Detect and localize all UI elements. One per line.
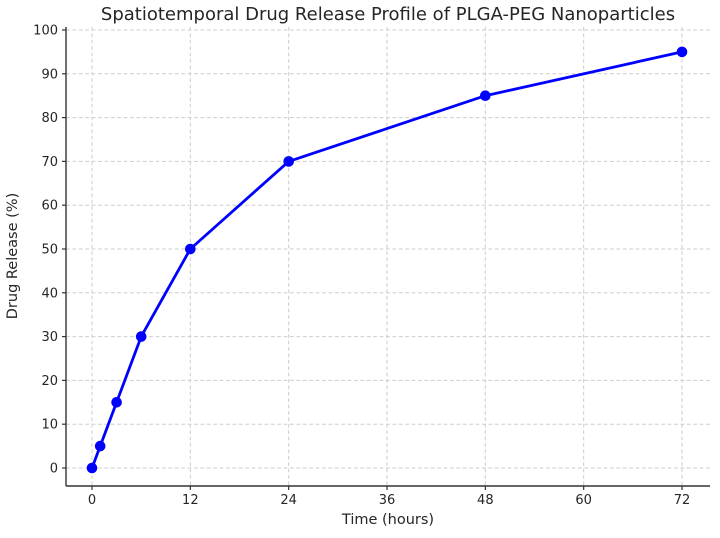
y-tick-label: 20 (41, 374, 58, 389)
y-tick-label: 50 (41, 243, 58, 258)
data-point-marker (94, 440, 106, 452)
x-tick-label: 48 (477, 493, 494, 508)
data-point-marker (185, 243, 196, 255)
x-tick-label: 60 (575, 493, 592, 508)
data-point-marker (135, 331, 147, 342)
x-tick-label: 24 (280, 493, 297, 508)
x-tick-label: 36 (379, 493, 396, 508)
data-point-marker (480, 90, 491, 101)
y-axis-label: Drug Release (%) (5, 193, 21, 320)
x-tick-label: 0 (88, 493, 96, 508)
y-tick-label: 90 (41, 67, 58, 82)
axes-layer (65, 27, 710, 487)
data-point-marker (283, 156, 295, 167)
y-tick-label: 10 (41, 418, 58, 433)
release-curve (90, 50, 684, 470)
y-tick-label: 70 (41, 155, 58, 170)
data-point-marker (86, 462, 98, 474)
x-tick-label: 12 (182, 493, 199, 508)
series-layer (86, 46, 688, 474)
y-tick-label: 30 (41, 330, 58, 345)
chart-title: Spatiotemporal Drug Release Profile of P… (101, 4, 675, 25)
y-tick-label: 0 (50, 462, 58, 477)
data-point-marker (676, 46, 688, 58)
y-tick-label: 60 (41, 199, 58, 214)
tick-layer: 0 10 20 30 40 50 60 70 80 90 100 0 12 24 36 48 60 72 (33, 24, 690, 509)
x-tick-label: 72 (674, 493, 691, 508)
y-tick-label: 100 (33, 24, 58, 39)
y-tick-label: 40 (41, 286, 58, 301)
x-axis-label: Time (hours) (341, 512, 434, 528)
grid-layer (66, 27, 710, 486)
y-tick-label: 80 (41, 111, 58, 126)
data-point-marker (111, 397, 122, 408)
